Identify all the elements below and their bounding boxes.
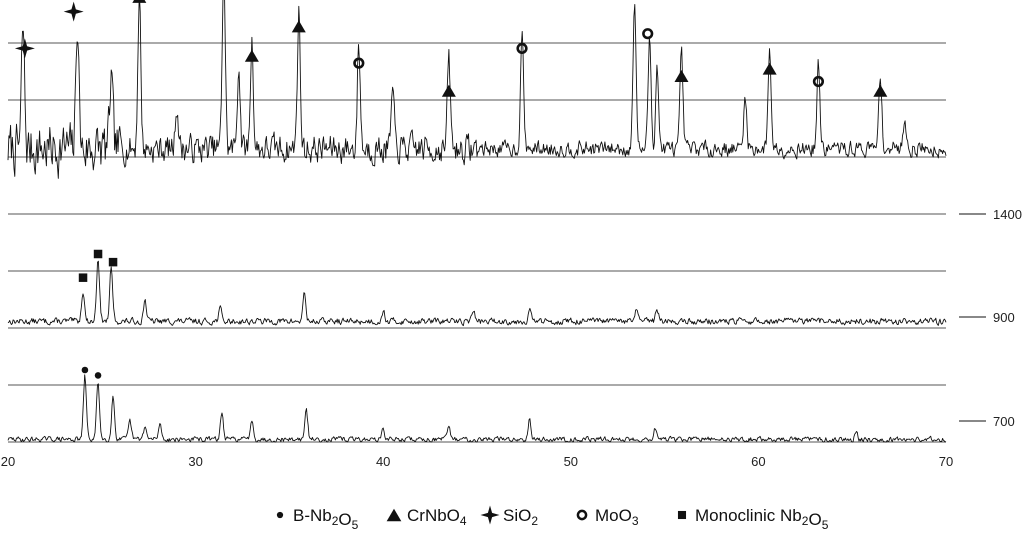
legend-item: Monoclinic Nb2O5: [677, 506, 829, 532]
legend-label: SiO2: [503, 506, 538, 528]
series-line-900: [7, 260, 947, 327]
legend-item: MoO3: [576, 506, 639, 528]
x-tick-label: 30: [188, 454, 202, 469]
x-tick-label: 60: [751, 454, 765, 469]
marker-b-nb2o5: [94, 372, 102, 379]
marker-crnbo4: [873, 84, 888, 97]
legend-item: SiO2: [480, 505, 538, 528]
marker-moo3: [516, 42, 528, 55]
series-layer: [7, 0, 947, 443]
legend-item: B-Nb2O5: [276, 506, 359, 532]
legend-ring-icon: [576, 509, 588, 521]
series-label: 1400: [993, 207, 1022, 222]
series-line-1400: [7, 0, 947, 179]
legend-star4-icon: [480, 505, 500, 525]
marker-crnbo4: [291, 20, 306, 33]
legend-item: CrNbO4: [386, 506, 467, 528]
x-tick-label: 20: [1, 454, 15, 469]
x-tick-label: 50: [564, 454, 578, 469]
legend-label: CrNbO4: [407, 506, 467, 528]
legend-triangle-icon: [386, 508, 402, 522]
x-axis: 20 30 40 50 60 70: [1, 454, 953, 469]
x-tick-label: 70: [939, 454, 953, 469]
marker-crnbo4: [132, 0, 147, 3]
legend-label: Monoclinic Nb2O5: [695, 506, 829, 532]
marker-monoclinic-nb2o5: [93, 249, 103, 259]
series-label: 700: [993, 414, 1015, 429]
marker-moo3: [812, 75, 825, 88]
annotation-markers: [14, 0, 888, 379]
legend-circle-filled-icon: [276, 511, 284, 519]
marker-crnbo4: [244, 49, 259, 62]
marker-crnbo4: [762, 62, 777, 75]
marker-sio2: [63, 1, 84, 22]
marker-monoclinic-nb2o5: [108, 257, 118, 267]
marker-sio2: [14, 38, 35, 59]
legend: B-Nb2O5 CrNbO4 SiO2 MoO3 Monoclinic Nb2O5: [276, 505, 829, 532]
gridlines: [8, 42, 946, 443]
legend-square-icon: [677, 510, 687, 520]
series-line-700: [7, 374, 947, 443]
series-labels: 1400 900 700: [959, 207, 1022, 429]
marker-crnbo4: [674, 70, 689, 82]
marker-moo3: [353, 57, 365, 69]
marker-moo3: [642, 28, 654, 40]
marker-b-nb2o5: [81, 366, 89, 374]
legend-label: B-Nb2O5: [293, 506, 359, 532]
x-tick-label: 40: [376, 454, 390, 469]
series-label: 900: [993, 310, 1015, 325]
legend-label: MoO3: [595, 506, 639, 528]
marker-crnbo4: [441, 84, 456, 97]
marker-monoclinic-nb2o5: [78, 273, 88, 282]
